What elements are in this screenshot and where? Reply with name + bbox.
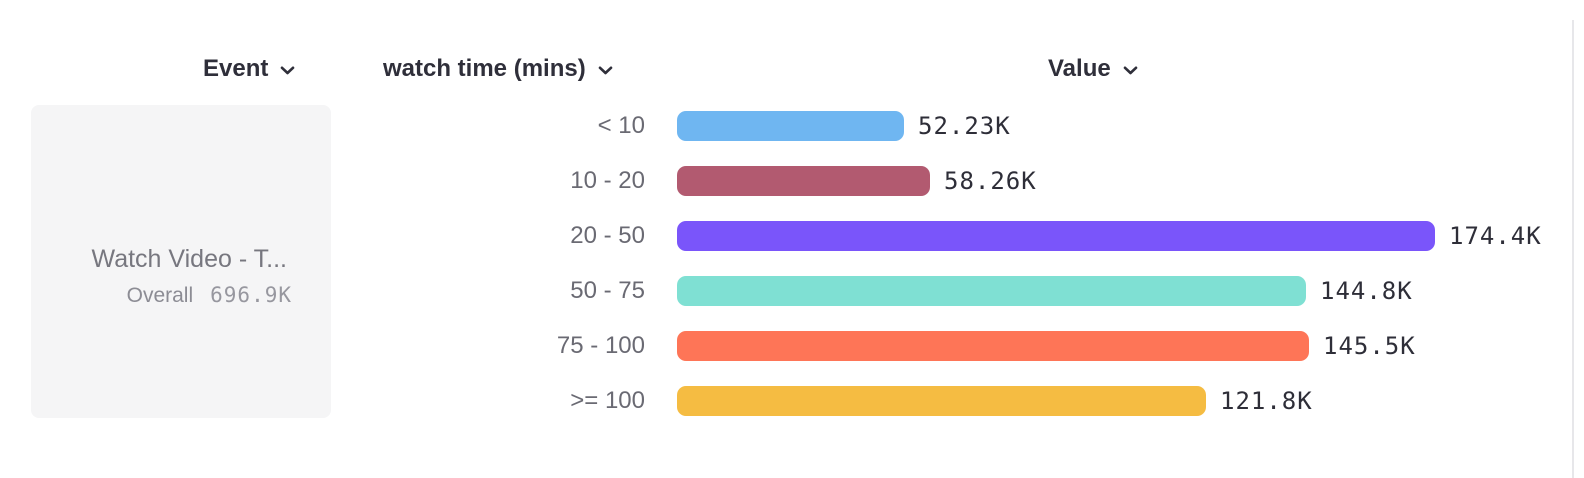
overall-value: 696.9K (210, 283, 292, 307)
bar-value-label: 144.8K (1320, 277, 1413, 305)
bucket-label: 20 - 50 (570, 222, 645, 249)
bar-value-label: 52.23K (918, 112, 1011, 140)
bar-row: 50 - 75 144.8K (0, 276, 1584, 306)
bar-value-label: 145.5K (1323, 332, 1416, 360)
bar[interactable] (677, 111, 904, 141)
bucket-label: 50 - 75 (570, 277, 645, 304)
event-card[interactable]: Watch Video - T... Overall 696.9K (31, 105, 331, 418)
bucket-label: >= 100 (570, 387, 645, 414)
chevron-down-icon (598, 63, 613, 75)
bar[interactable] (677, 276, 1306, 306)
bucket-label: 75 - 100 (556, 332, 645, 359)
bar-row: 20 - 50 174.4K (0, 221, 1584, 251)
chevron-down-icon (280, 63, 295, 75)
bar-chart: < 10 52.23K 10 - 20 58.26K 20 - 50 174.4K 50 -… (0, 111, 1584, 441)
chevron-down-icon (1123, 63, 1138, 75)
bar-value-label: 121.8K (1220, 387, 1313, 415)
event-overall-row: Overall 696.9K (127, 283, 292, 308)
bar-row: 75 - 100 145.5K (0, 331, 1584, 361)
column-header-value-label: Value (1048, 55, 1111, 82)
bar[interactable] (677, 386, 1206, 416)
column-header-event[interactable]: Event (203, 54, 295, 84)
bar-row: >= 100 121.8K (0, 386, 1584, 416)
bar-row: 10 - 20 58.26K (0, 166, 1584, 196)
bar-value-label: 174.4K (1449, 222, 1542, 250)
panel-divider (1572, 20, 1574, 478)
bar-value-label: 58.26K (944, 167, 1037, 195)
bar[interactable] (677, 166, 930, 196)
event-name: Watch Video - T... (91, 245, 287, 273)
bar-row: < 10 52.23K (0, 111, 1584, 141)
column-header-value[interactable]: Value (1048, 54, 1138, 84)
bucket-label: 10 - 20 (570, 167, 645, 194)
overall-label: Overall (126, 284, 194, 307)
column-header-breakdown-label: watch time (mins) (383, 55, 586, 82)
bucket-label: < 10 (597, 112, 645, 139)
column-header-event-label: Event (203, 55, 269, 82)
column-header-breakdown[interactable]: watch time (mins) (383, 54, 613, 84)
bar[interactable] (677, 331, 1309, 361)
bar[interactable] (677, 221, 1435, 251)
